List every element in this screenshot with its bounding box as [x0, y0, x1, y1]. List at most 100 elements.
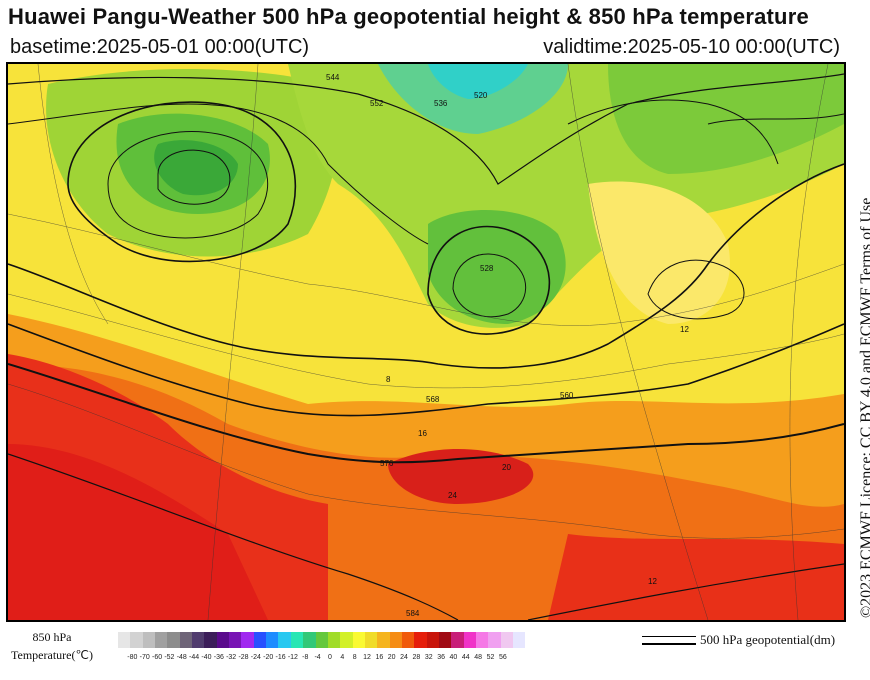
scale-tick-label: 36: [437, 654, 445, 661]
scale-swatch: [241, 632, 254, 648]
height-label: 552: [370, 99, 384, 108]
temperature-legend-label: 850 hPa Temperature(℃): [6, 628, 98, 664]
scale-tick-label: -70: [139, 654, 150, 661]
temperature-contours: [8, 64, 844, 620]
geopotential-contours: [8, 73, 844, 620]
meridian-1: [37, 64, 109, 325]
scale-swatch: [475, 632, 489, 648]
meridian-2: [207, 64, 259, 620]
license-credit: ©2023 ECMWF Licence: CC BY 4.0 and ECMWF…: [858, 197, 870, 618]
scale-tick-label: 52: [486, 654, 495, 661]
temp-field-colder-nw: [154, 140, 238, 196]
scale-tick-label: 0: [327, 654, 332, 661]
scale-swatch: [179, 632, 193, 648]
scale-swatch: [303, 632, 316, 648]
scale-tick-label: 12: [363, 654, 371, 661]
contour-closed-low-nw-inner: [107, 130, 269, 239]
height-label: 520: [474, 91, 488, 100]
contour-576: [8, 363, 844, 464]
scale-tick-label: 24: [400, 654, 408, 661]
scale-tick-label: -20: [263, 654, 274, 661]
meridian-3: [567, 64, 709, 620]
weather-map: 544 552 560 568 576 584 528 536 520 20 1…: [6, 62, 846, 622]
temperature-legend-line2: Temperature(℃): [11, 648, 93, 662]
height-label: 536: [434, 99, 448, 108]
scale-tick-label: -24: [250, 654, 261, 661]
scale-swatch: [364, 632, 378, 648]
temp-label: 8: [386, 375, 391, 384]
scale-tick-label: -28: [238, 654, 249, 661]
scale-swatch: [500, 632, 513, 648]
scale-tick-label: -16: [275, 654, 286, 661]
contour-552b: [567, 99, 779, 165]
scale-tick-label: 56: [498, 654, 507, 661]
height-label: 544: [326, 73, 340, 82]
scale-swatch: [204, 632, 217, 648]
scale-swatch: [377, 632, 390, 648]
scale-swatch: [513, 632, 526, 648]
map-canvas: 544 552 560 568 576 584 528 536 520 20 1…: [8, 64, 844, 620]
scale-swatch: [352, 632, 365, 648]
scale-swatch: [167, 632, 180, 648]
scale-swatch: [290, 632, 304, 648]
contour-584b: [527, 563, 844, 620]
scale-swatch: [463, 632, 476, 648]
temperature-scale-ticks: -80 -70 -60 -52 -48 -44 -40 -36 -32 -28 -24 -20 -16-…: [118, 654, 618, 666]
scale-swatch: [266, 632, 279, 648]
contour-closed-low-center: [427, 225, 551, 335]
temp-field-hot-sw: [8, 444, 268, 620]
scale-tick-label: -52: [164, 654, 175, 661]
contour-552a: [8, 103, 429, 245]
scale-swatch: [340, 632, 353, 648]
temp-field-hot-center: [388, 449, 534, 504]
scale-swatch: [488, 632, 501, 648]
temperature-legend-line1: 850 hPa: [32, 630, 72, 644]
temperature-color-scale: [118, 632, 526, 648]
scale-swatch: [451, 632, 464, 648]
scale-tick-label: 16: [375, 654, 384, 661]
scale-tick-label: -36: [213, 654, 224, 661]
meridian-4: [789, 64, 829, 620]
scale-swatch: [216, 632, 230, 648]
contour-labels: 544 552 560 568 576 584 528 536 520 20 1…: [326, 73, 689, 618]
isotherm-a: [8, 213, 844, 326]
temp-field-coldest-north: [378, 64, 568, 134]
contour-584a: [8, 453, 459, 620]
temp-label: 20: [502, 463, 511, 472]
temp-field-coldest-core: [428, 64, 528, 99]
scale-tick-label: -8: [302, 654, 309, 661]
scale-tick-label: 44: [461, 654, 470, 661]
scale-tick-label: -80: [127, 654, 138, 661]
contour-560: [8, 163, 844, 369]
scale-swatch: [315, 632, 328, 648]
temp-field-hot-se: [548, 534, 844, 620]
contour-closed-low-center-inner: [452, 253, 527, 318]
scale-tick-label: -32: [226, 654, 237, 661]
scale-swatch: [192, 632, 205, 648]
scale-swatch: [401, 632, 415, 648]
geopotential-legend-label: 500 hPa geopotential(dm): [700, 632, 836, 647]
scale-tick-label: -12: [287, 654, 298, 661]
temp-label: 24: [448, 491, 457, 500]
basetime-label: basetime:2025-05-01 00:00(UTC): [10, 36, 310, 58]
scale-swatch: [155, 632, 168, 648]
scale-swatch: [438, 632, 452, 648]
scale-tick-label: -60: [151, 654, 163, 661]
scale-swatch: [327, 632, 341, 648]
scale-swatch: [130, 632, 143, 648]
contour-568: [8, 323, 844, 417]
scale-tick-label: -40: [201, 654, 212, 661]
scale-tick-label: -44: [189, 654, 200, 661]
geopotential-line-thick: [642, 643, 696, 645]
isotherm-b: [8, 293, 844, 389]
scale-swatch: [142, 632, 156, 648]
contour-closed-low-east: [647, 259, 745, 320]
height-label: 560: [560, 391, 574, 400]
scale-swatch: [278, 632, 291, 648]
scale-swatch: [253, 632, 267, 648]
geopotential-legend: 500 hPa geopotential(dm): [640, 632, 870, 656]
chart-title: Huawei Pangu-Weather 500 hPa geopotentia…: [8, 4, 809, 29]
scale-swatch: [426, 632, 439, 648]
temp-field-pale-east: [588, 181, 730, 324]
scale-tick-label: 20: [387, 654, 396, 661]
